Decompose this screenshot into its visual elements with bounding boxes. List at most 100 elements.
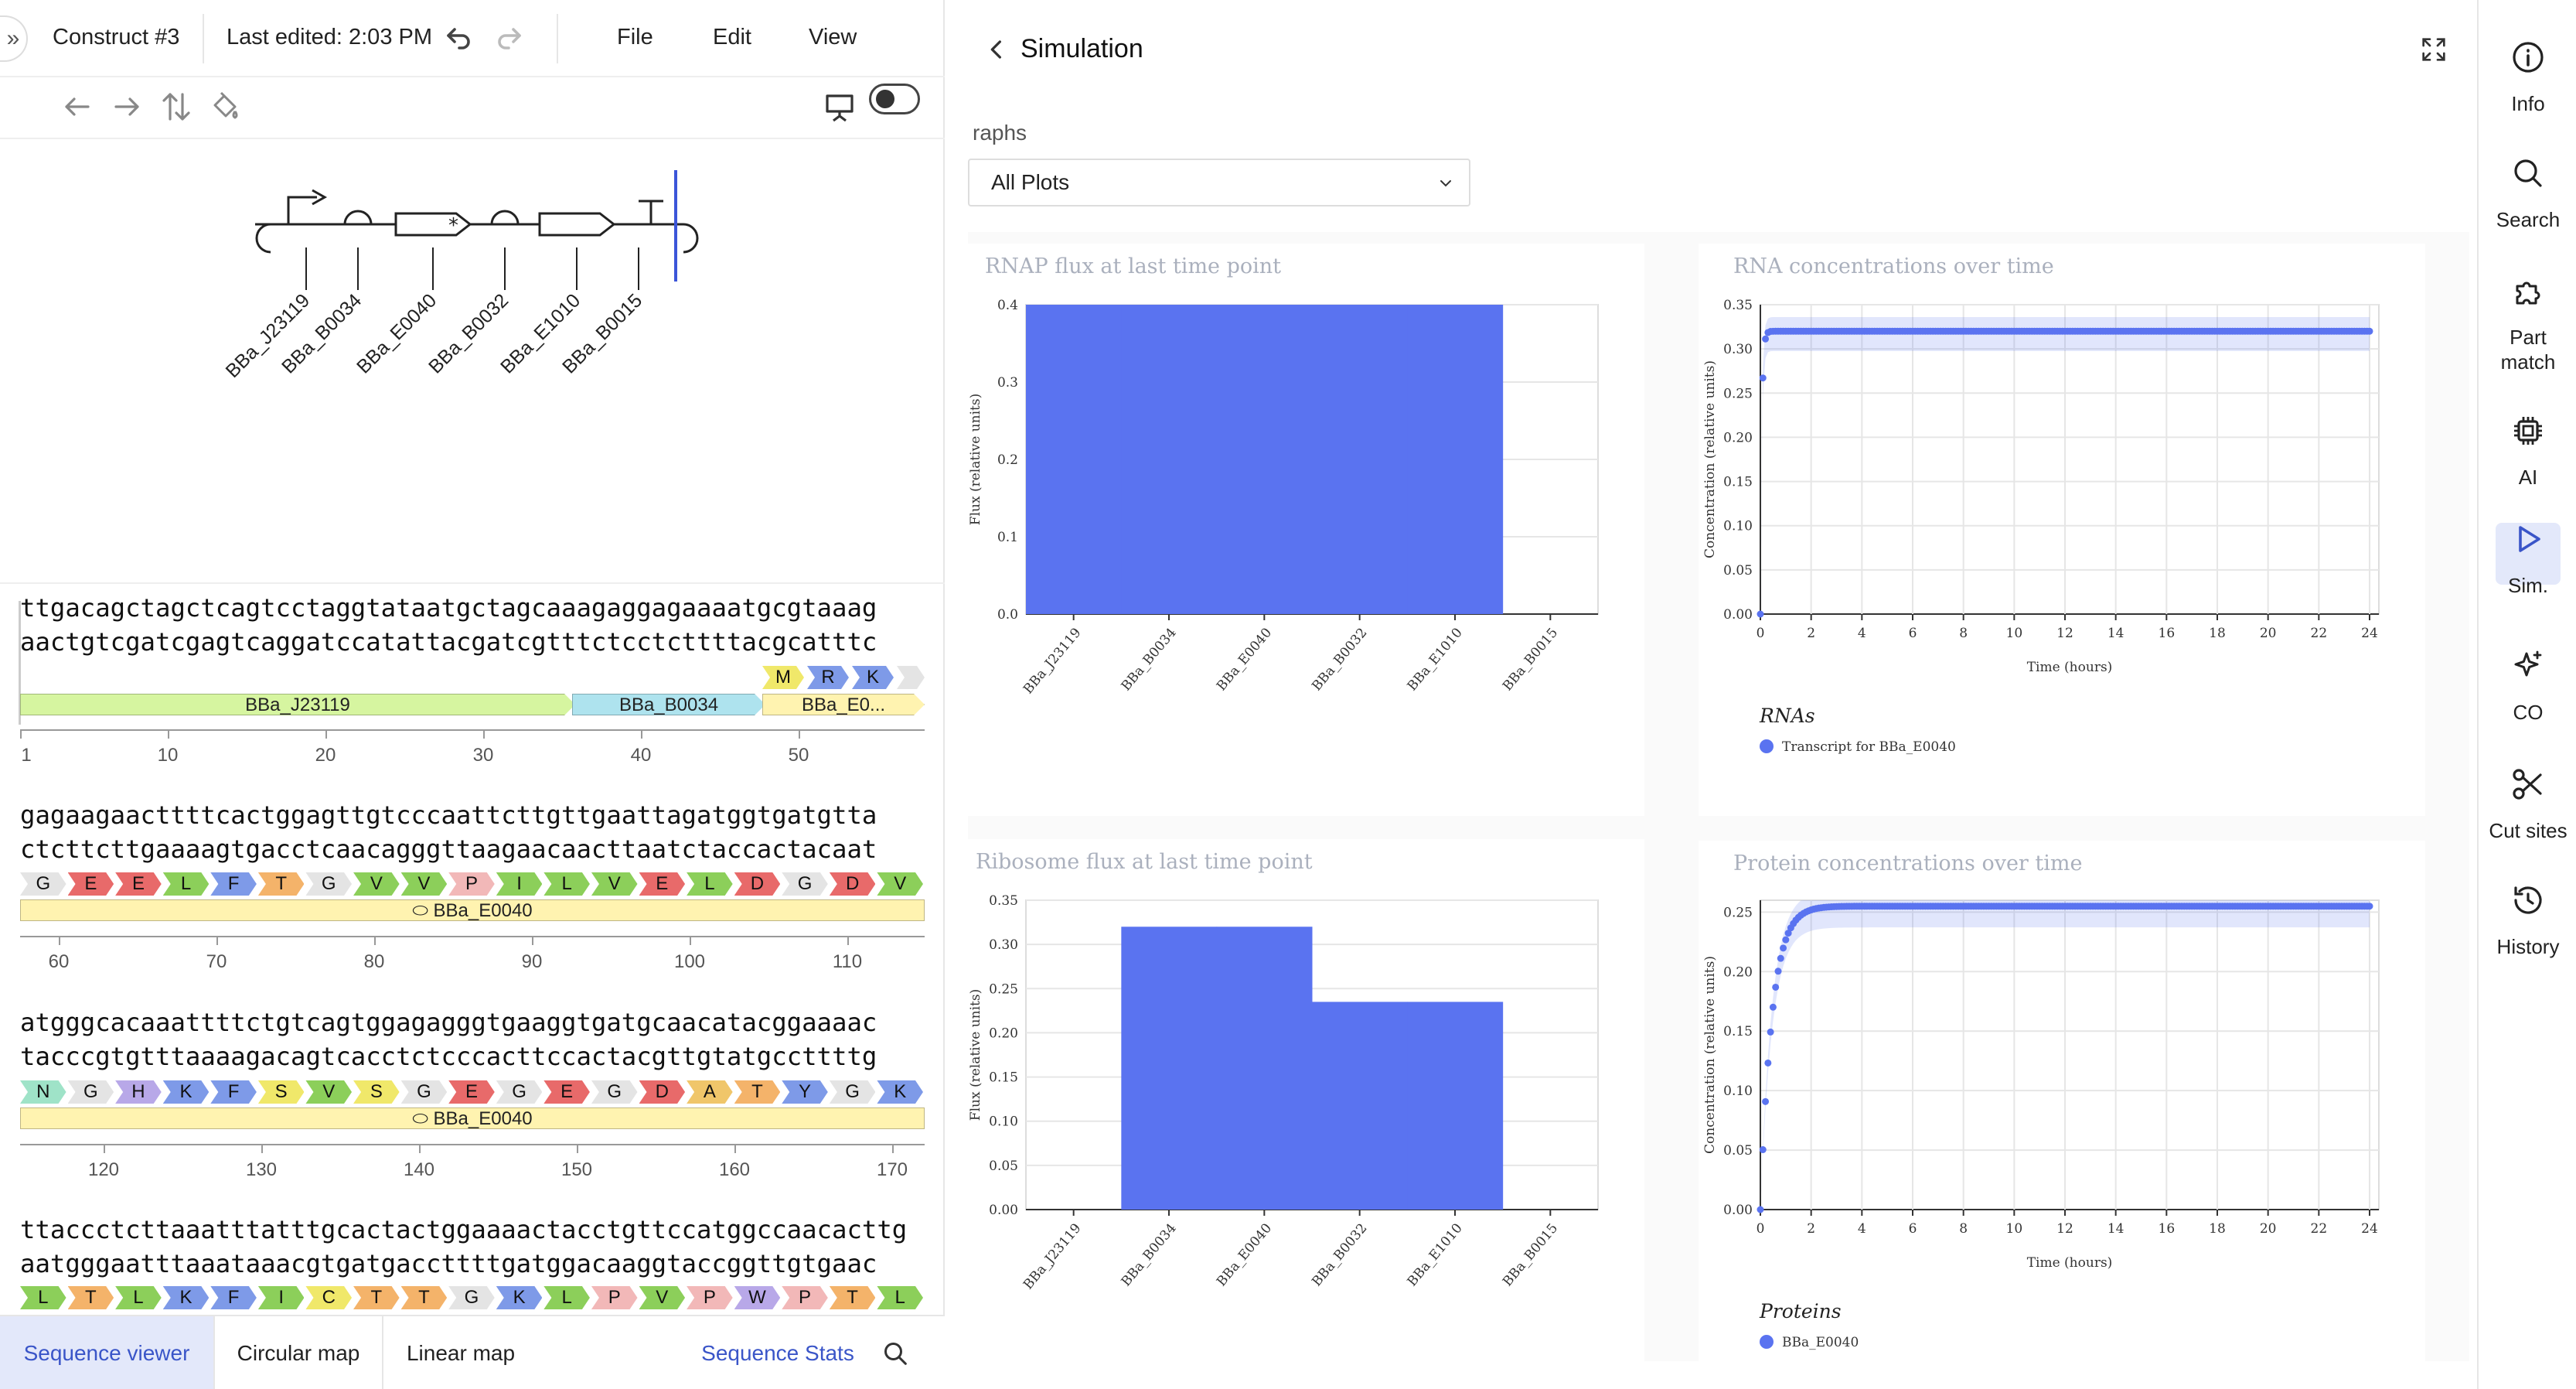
part-glyph-rbs[interactable] xyxy=(490,210,520,225)
menu-view[interactable]: View xyxy=(809,25,857,49)
data-point[interactable] xyxy=(1762,1097,1770,1105)
amino-acid[interactable]: H xyxy=(115,1080,162,1104)
amino-acid[interactable]: F xyxy=(210,872,257,896)
bar[interactable] xyxy=(1407,305,1504,614)
amino-acid[interactable]: T xyxy=(401,1286,448,1309)
amino-acid[interactable]: V xyxy=(401,872,448,896)
data-point[interactable] xyxy=(1762,335,1770,343)
amino-acid[interactable]: M xyxy=(762,666,804,689)
amino-acid[interactable]: V xyxy=(877,872,923,896)
fullscreen-icon[interactable] xyxy=(2418,34,2449,65)
amino-acid[interactable]: T xyxy=(353,1286,400,1309)
amino-acid[interactable]: P xyxy=(782,1286,828,1309)
data-point[interactable] xyxy=(2366,327,2373,335)
amino-acid[interactable]: D xyxy=(734,872,781,896)
sequence-bottom-strand[interactable]: aatgggaatttaaataaacgtgatgaccttttgatggaca… xyxy=(20,1249,877,1278)
sequence-top-strand[interactable]: ttaccctcttaaatttatttgcactactggaaaactacct… xyxy=(20,1215,908,1244)
amino-acid[interactable]: T xyxy=(734,1080,781,1104)
chevron-left-icon[interactable] xyxy=(982,34,1013,65)
amino-acid[interactable]: L xyxy=(877,1286,923,1309)
amino-acid[interactable]: A xyxy=(687,1080,733,1104)
sequence-top-strand[interactable]: ttgacagctagctcagtcctaggtataatgctagcaaaga… xyxy=(20,593,877,623)
menu-file[interactable]: File xyxy=(617,25,653,49)
amino-acid[interactable]: G xyxy=(591,1080,638,1104)
data-point[interactable] xyxy=(1757,610,1764,618)
amino-acid[interactable]: P xyxy=(591,1286,638,1309)
part-glyph-cds[interactable]: * xyxy=(394,212,472,237)
legend-entry[interactable]: BBa_E0040 xyxy=(1782,1335,1859,1350)
amino-acid[interactable]: E xyxy=(115,872,162,896)
bar[interactable] xyxy=(1121,305,1218,614)
flip-strand-icon[interactable] xyxy=(158,88,195,125)
amino-acid[interactable]: K xyxy=(163,1286,210,1309)
arrow-left-icon[interactable] xyxy=(59,88,96,125)
amino-acid[interactable]: K xyxy=(877,1080,923,1104)
bar[interactable] xyxy=(1121,927,1218,1210)
part-glyph-rbs[interactable] xyxy=(343,210,373,225)
legend-entry[interactable]: Transcript for BBa_E0040 xyxy=(1782,739,1956,755)
sequence-bottom-strand[interactable]: tacccgtgtttaaaagacagtcacctctcccacttccact… xyxy=(20,1042,877,1071)
amino-acid[interactable]: P xyxy=(687,1286,733,1309)
presentation-icon[interactable] xyxy=(821,88,858,125)
amino-acid[interactable]: G xyxy=(305,872,352,896)
sequence-stats-link[interactable]: Sequence Stats xyxy=(701,1341,854,1365)
menu-edit[interactable]: Edit xyxy=(713,25,751,49)
amino-acid[interactable]: S xyxy=(258,1080,305,1104)
amino-acid[interactable]: E xyxy=(448,1080,495,1104)
amino-acid[interactable]: D xyxy=(830,872,876,896)
amino-acid[interactable]: Y xyxy=(782,1080,828,1104)
feature-bba-b0034[interactable]: BBa_B0034 xyxy=(572,694,765,715)
expand-sidebar-button[interactable]: » xyxy=(0,15,28,62)
amino-acid[interactable]: L xyxy=(115,1286,162,1309)
bar[interactable] xyxy=(1216,305,1313,614)
amino-acid[interactable]: F xyxy=(210,1080,257,1104)
data-point[interactable] xyxy=(1774,968,1782,975)
amino-acid[interactable]: C xyxy=(305,1286,352,1309)
bar[interactable] xyxy=(1312,305,1408,614)
bar[interactable] xyxy=(1312,1002,1408,1210)
tab-sequence-viewer[interactable]: Sequence viewer xyxy=(0,1316,213,1389)
amino-acid[interactable]: T xyxy=(830,1286,876,1309)
feature-bba-e0040[interactable]: BBa_E0... xyxy=(762,694,925,715)
amino-acid[interactable]: L xyxy=(687,872,733,896)
plot-select[interactable]: All Plots xyxy=(968,159,1470,206)
amino-acid[interactable]: G xyxy=(401,1080,448,1104)
bar[interactable] xyxy=(1026,305,1122,614)
amino-acid[interactable]: F xyxy=(210,1286,257,1309)
amino-acid[interactable]: G xyxy=(496,1080,543,1104)
amino-acid[interactable]: E xyxy=(543,1080,590,1104)
data-point[interactable] xyxy=(1767,1028,1774,1036)
search-icon[interactable] xyxy=(880,1338,911,1369)
amino-acid[interactable]: G xyxy=(68,1080,114,1104)
amino-acid[interactable]: V xyxy=(353,872,400,896)
bar[interactable] xyxy=(1407,1002,1504,1210)
amino-acid[interactable]: K xyxy=(852,666,894,689)
amino-acid[interactable]: G xyxy=(20,872,66,896)
amino-acid[interactable]: G xyxy=(448,1286,495,1309)
amino-acid[interactable]: T xyxy=(258,872,305,896)
feature-bba-e0040[interactable]: ⬭ BBa_E0040 xyxy=(20,899,925,921)
data-point[interactable] xyxy=(1759,374,1767,382)
amino-acid[interactable]: V xyxy=(639,1286,686,1309)
redo-icon[interactable] xyxy=(490,19,527,56)
view-toggle-switch[interactable] xyxy=(869,84,920,114)
construct-name[interactable]: Construct #3 xyxy=(53,25,180,49)
amino-acid[interactable]: L xyxy=(163,872,210,896)
amino-acid[interactable]: V xyxy=(591,872,638,896)
amino-acid[interactable]: R xyxy=(807,666,849,689)
amino-acid[interactable]: L xyxy=(543,872,590,896)
bar[interactable] xyxy=(1216,927,1313,1210)
arrow-right-icon[interactable] xyxy=(108,88,145,125)
part-glyph-terminator[interactable] xyxy=(639,200,663,224)
part-glyph-promoter[interactable] xyxy=(287,189,328,224)
sequence-viewer[interactable]: ttgacagctagctcagtcctaggtataatgctagcaaaga… xyxy=(0,585,945,1315)
amino-acid[interactable]: K xyxy=(496,1286,543,1309)
amino-acid[interactable]: K xyxy=(163,1080,210,1104)
data-point[interactable] xyxy=(1780,944,1787,952)
sequence-bottom-strand[interactable]: aactgtcgatcgagtcaggatccatattacgatcgtttct… xyxy=(20,627,877,657)
amino-acid[interactable]: G xyxy=(782,872,828,896)
data-point[interactable] xyxy=(1759,1146,1767,1154)
undo-icon[interactable] xyxy=(441,19,478,56)
amino-acid[interactable]: W xyxy=(734,1286,781,1309)
sequence-top-strand[interactable]: atgggcacaaattttctgtcagtggagagggtgaaggtga… xyxy=(20,1008,877,1037)
